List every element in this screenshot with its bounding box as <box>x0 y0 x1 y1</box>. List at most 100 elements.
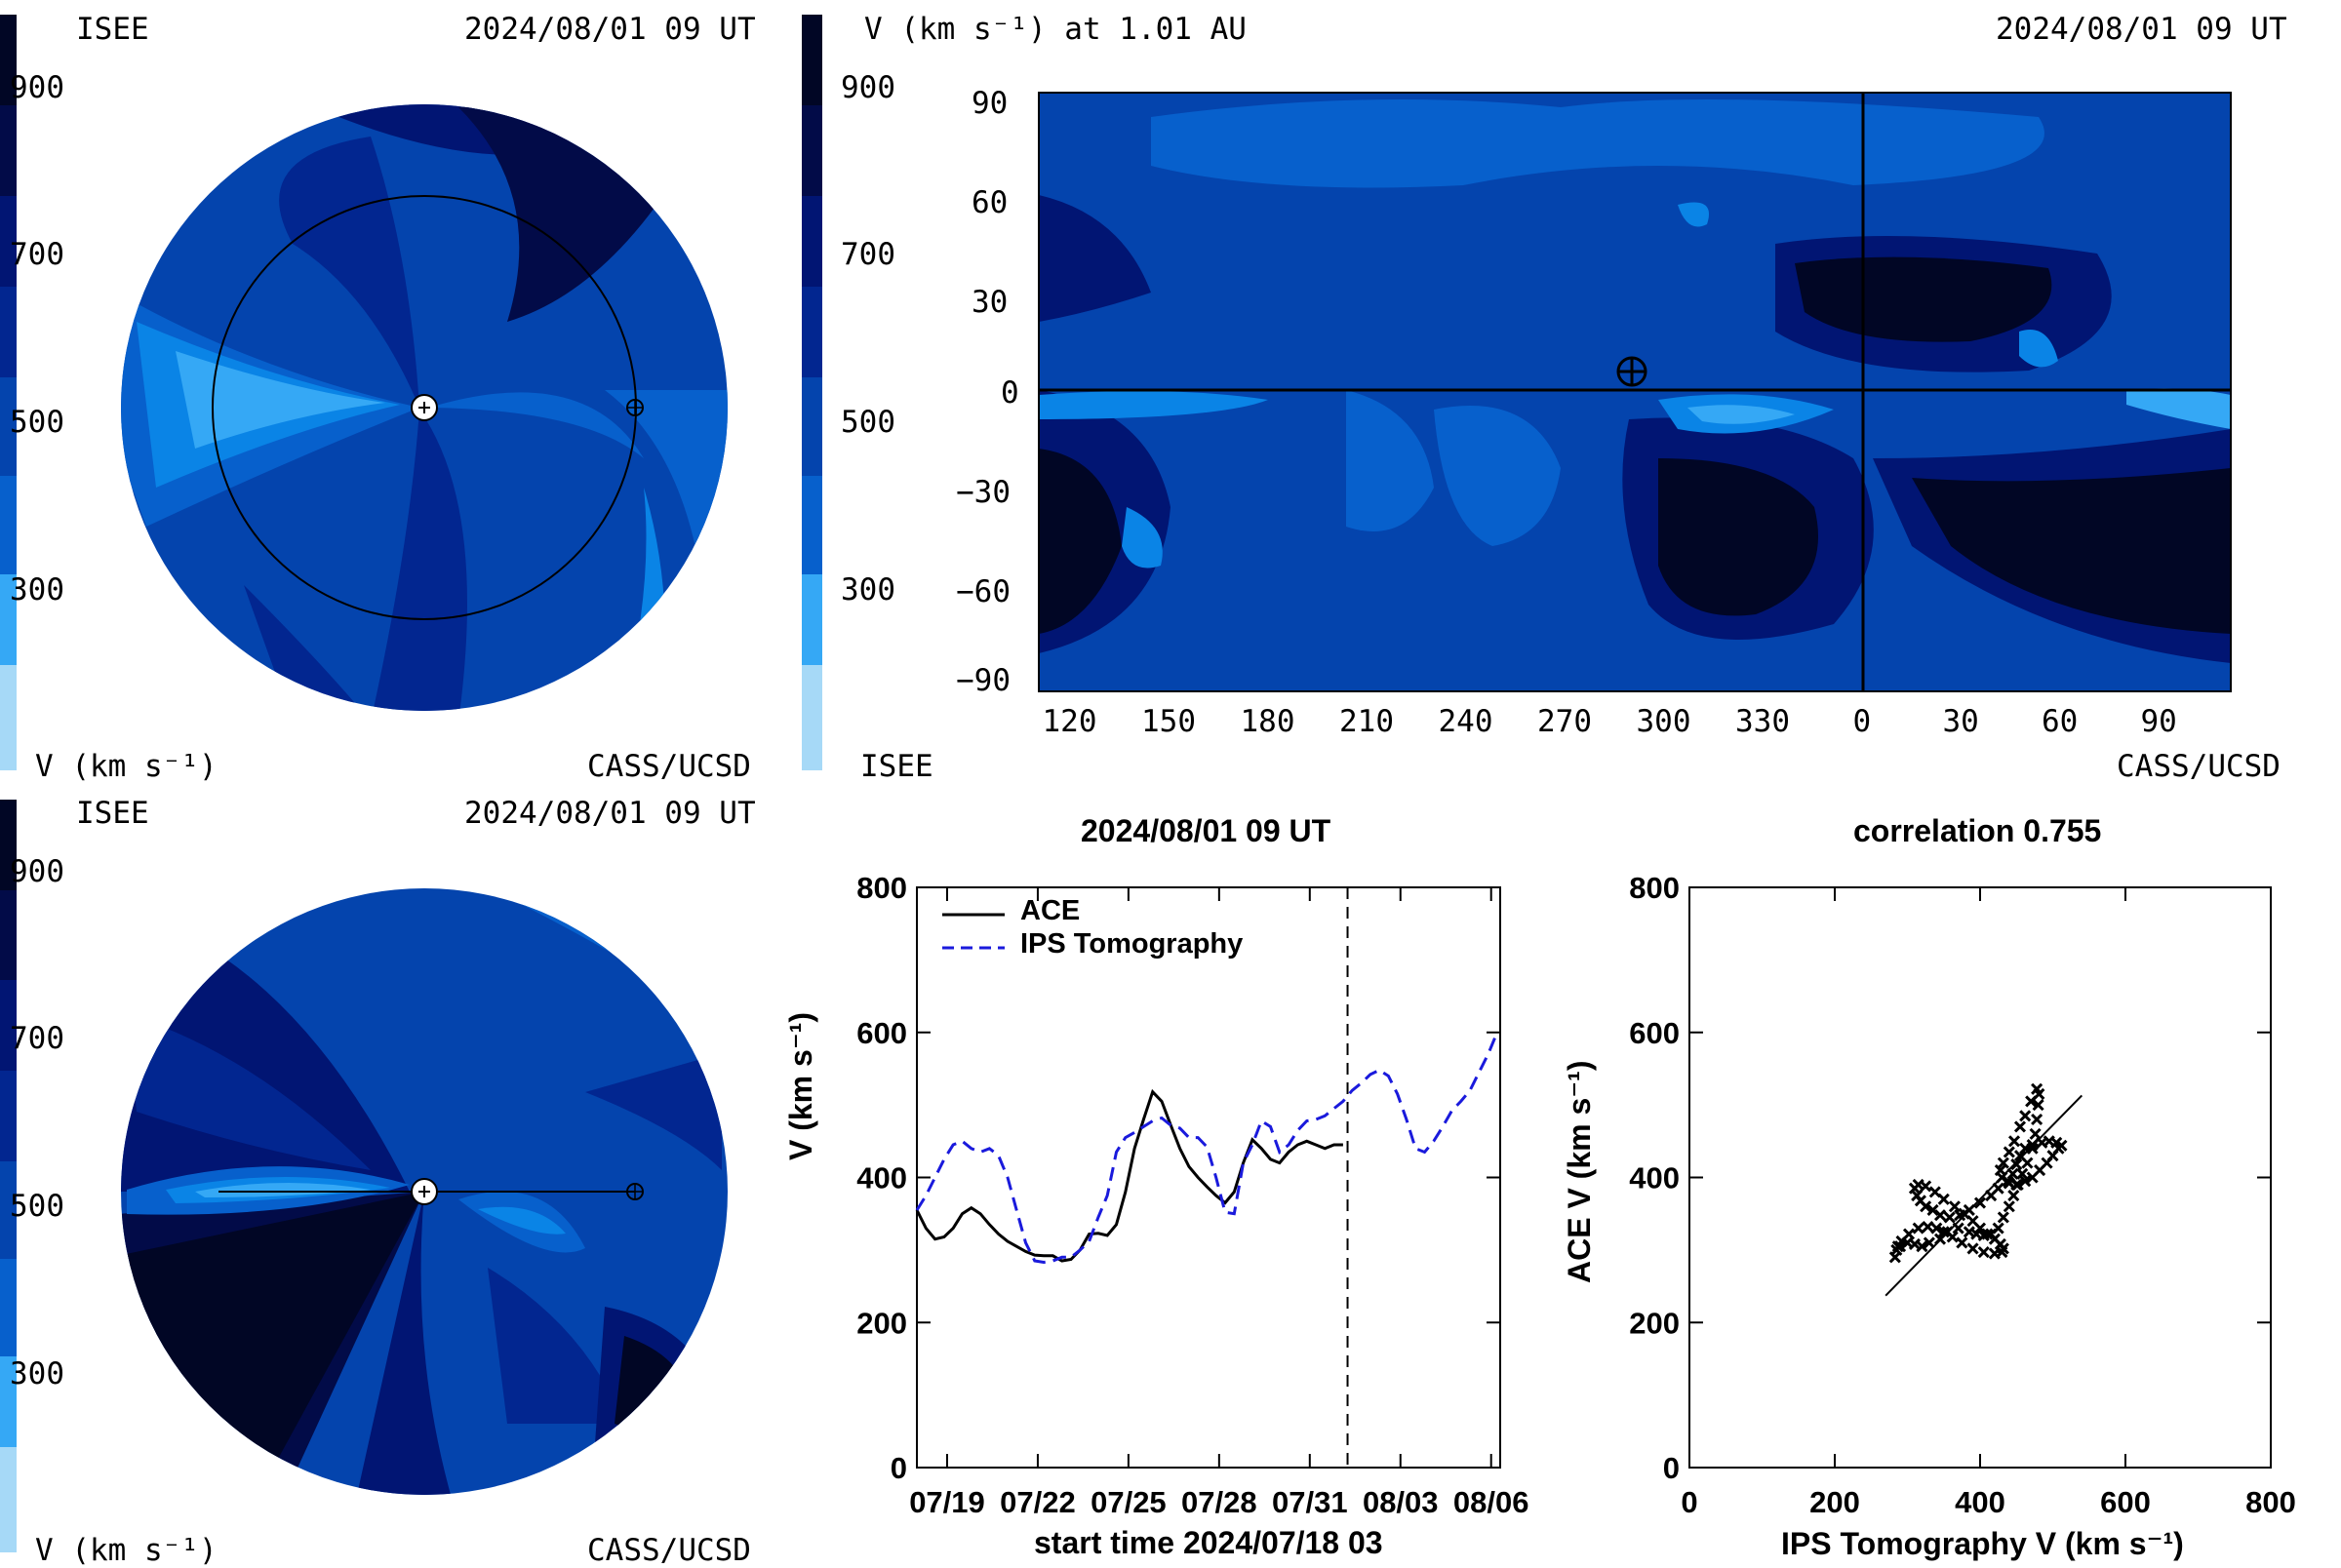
timeseries-xlabel: start time 2024/07/18 03 <box>1034 1525 1383 1560</box>
colorbar-tick-500: 500 <box>10 405 64 440</box>
map-ytick-m60: −60 <box>956 574 1011 609</box>
colorbar-tick-500: 500 <box>10 1189 64 1224</box>
legend-ips-label: IPS Tomography <box>1020 928 1244 960</box>
scatter-point <box>2025 1095 2038 1108</box>
map-footer-credit: CASS/UCSD <box>2117 749 2281 784</box>
scatter-point <box>1923 1236 1935 1249</box>
xtick-label: 200 <box>1809 1485 1860 1519</box>
xtick-label: 07/28 <box>1181 1485 1257 1519</box>
header-date: 2024/08/01 09 UT <box>464 12 756 47</box>
scatter-point <box>1966 1242 1979 1255</box>
colorbar-tick-700: 700 <box>10 237 64 272</box>
ace-line <box>915 1088 1343 1263</box>
header-isee: ISEE <box>76 12 149 47</box>
scatter-point <box>2036 1136 2048 1149</box>
colorbar-tick-900: 900 <box>10 854 64 889</box>
ytick-label: 600 <box>856 1016 907 1050</box>
map-xtick-240: 240 <box>1438 704 1493 739</box>
scatter-point <box>1973 1196 1987 1209</box>
fit-line <box>1885 1094 2083 1297</box>
scatter-frame <box>1688 886 2272 1469</box>
scatter-point <box>1943 1211 1956 1224</box>
ytick-label: 400 <box>1629 1161 1680 1196</box>
scatter-point <box>1985 1190 1998 1202</box>
scatter-point <box>1981 1228 1994 1240</box>
xtick-label: 08/06 <box>1453 1485 1529 1519</box>
scatter-point <box>2019 1142 2032 1155</box>
map-title: V (km s⁻¹) at 1.01 AU <box>864 12 1247 47</box>
map-xtick-210: 210 <box>1339 704 1394 739</box>
map-colorbar-tick-500: 500 <box>841 405 895 440</box>
scatter-point <box>1912 1222 1924 1235</box>
xtick-label: 600 <box>2100 1485 2151 1519</box>
scatter-point <box>1920 1180 1932 1193</box>
scatter-point <box>1937 1193 1950 1205</box>
scatter-point <box>1992 1222 2004 1235</box>
scatter-point <box>2010 1158 2023 1171</box>
map-ytick-90: 90 <box>972 86 1009 121</box>
scatter-point <box>2016 1167 2029 1180</box>
scatter-point <box>1926 1203 1939 1217</box>
header-isee: ISEE <box>76 796 149 831</box>
scatter-point <box>2019 1175 2032 1188</box>
footer-credit: CASS/UCSD <box>587 749 751 784</box>
map-xtick-120: 120 <box>1042 704 1097 739</box>
map-xtick-270: 270 <box>1537 704 1592 739</box>
scatter-point <box>2007 1135 2021 1148</box>
scatter-point <box>2031 1082 2043 1095</box>
colorbar-bottom-left <box>0 800 17 1552</box>
scatter-point <box>2031 1113 2043 1126</box>
scatter-point <box>1997 1156 2009 1169</box>
map-ytick-30: 30 <box>972 285 1009 320</box>
scatter-title: correlation 0.755 <box>1853 813 2102 848</box>
xtick-label: 07/22 <box>1000 1485 1076 1519</box>
ytick-label: 0 <box>891 1451 907 1485</box>
ytick-label: 0 <box>1663 1451 1680 1485</box>
scatter-point <box>1916 1240 1928 1253</box>
map-ytick-0: 0 <box>1001 375 1019 411</box>
scatter-point <box>1922 1221 1934 1234</box>
scatter-point <box>2003 1200 2015 1213</box>
timeseries-title: 2024/08/01 09 UT <box>1081 813 1331 848</box>
scatter-point <box>2032 1099 2044 1112</box>
map-colorbar-tick-900: 900 <box>841 70 895 105</box>
scatter-point <box>2029 1127 2042 1140</box>
scatter-point <box>1930 1222 1943 1235</box>
scatter-point <box>2006 1167 2019 1180</box>
map-xtick-60: 60 <box>2042 704 2079 739</box>
scatter-point <box>1956 1236 1968 1249</box>
map-footer-isee: ISEE <box>860 749 933 784</box>
footer-unit: V (km s⁻¹) <box>35 749 218 784</box>
scatter-point <box>2010 1178 2023 1192</box>
scatter-point <box>2026 1138 2039 1152</box>
scatter-point <box>1988 1247 2001 1260</box>
scatter-point <box>1937 1226 1950 1238</box>
xtick-label: 07/25 <box>1091 1485 1167 1519</box>
map-colorbar-tick-700: 700 <box>841 237 895 272</box>
scatter-point <box>1977 1246 1990 1259</box>
scatter-point <box>1997 1211 2009 1224</box>
scatter-point <box>1952 1222 1964 1235</box>
ytick-label: 400 <box>856 1161 907 1196</box>
scatter-point <box>2002 1175 2014 1188</box>
ytick-label: 800 <box>856 871 907 905</box>
xtick-label: 07/19 <box>909 1485 985 1519</box>
map-xtick-90: 90 <box>2140 704 2177 739</box>
colorbar-map <box>802 15 822 770</box>
colorbar-tick-300: 300 <box>10 572 64 608</box>
map-ytick-m30: −30 <box>956 475 1011 510</box>
xtick-label: 800 <box>2245 1485 2296 1519</box>
scatter-point <box>2003 1146 2015 1158</box>
map-xtick-150: 150 <box>1141 704 1196 739</box>
scatter-point <box>2019 1110 2032 1122</box>
map-xtick-180: 180 <box>1240 704 1295 739</box>
map-ytick-60: 60 <box>972 185 1009 220</box>
xtick-label: 400 <box>1955 1485 2005 1519</box>
xtick-label: 08/03 <box>1363 1485 1439 1519</box>
ytick-label: 800 <box>1629 871 1680 905</box>
